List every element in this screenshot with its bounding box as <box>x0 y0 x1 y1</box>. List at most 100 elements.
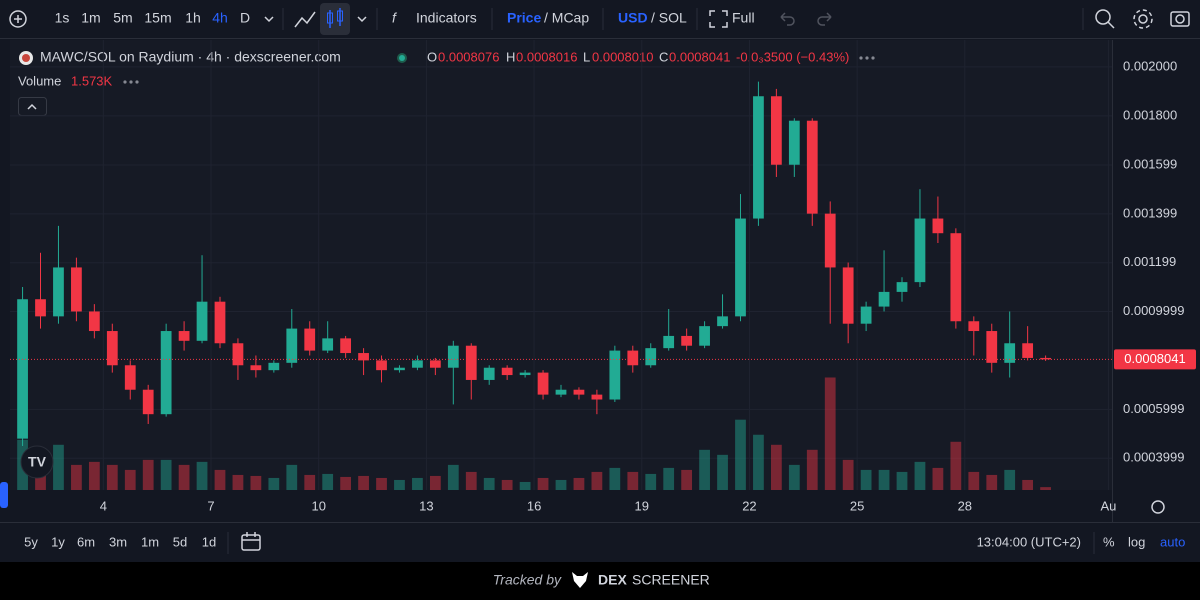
volume-bar <box>465 471 477 490</box>
volume-bar <box>376 477 387 490</box>
range-button[interactable]: 6m <box>77 534 95 549</box>
brand: SCREENER <box>632 572 710 588</box>
interval-button[interactable]: 1h <box>185 10 201 26</box>
line-chart-icon[interactable] <box>294 11 316 28</box>
candle-body <box>878 291 890 307</box>
range-button[interactable]: 1d <box>202 534 216 549</box>
volume-bar <box>483 477 495 490</box>
ohlc-label: H <box>506 49 515 64</box>
x-tick-label: 16 <box>527 498 541 513</box>
x-tick-label: 10 <box>311 498 325 513</box>
candle-body <box>1022 343 1034 358</box>
candle-body <box>286 328 298 363</box>
candle-body <box>573 389 585 395</box>
volume-bar <box>250 475 262 490</box>
auto-toggle[interactable]: auto <box>1160 534 1185 549</box>
log-toggle[interactable]: log <box>1128 534 1145 549</box>
candle-body <box>537 372 549 395</box>
y-tick-label: 0.0009999 <box>1123 303 1184 318</box>
fullscreen-button[interactable]: Full <box>732 10 755 26</box>
range-button[interactable]: 1y <box>51 534 65 549</box>
candle-body <box>788 120 800 165</box>
interval-button[interactable]: 1m <box>81 10 100 26</box>
undo-icon[interactable] <box>780 12 795 26</box>
ohlc-value: 0.0008016 <box>516 49 577 64</box>
brand: DEX <box>598 572 627 588</box>
candle-body <box>896 282 908 292</box>
candle-body <box>376 360 387 371</box>
volume-bar <box>914 461 926 490</box>
settings-icon[interactable] <box>1138 14 1148 24</box>
y-tick-label: 0.001800 <box>1123 107 1177 122</box>
price-toggle[interactable]: Price <box>507 10 541 26</box>
volume-bar <box>429 475 441 490</box>
volume-bar <box>142 459 154 490</box>
volume-bar <box>304 474 316 490</box>
candle-body <box>250 365 262 371</box>
volume-bar <box>932 467 944 490</box>
x-tick-label: 19 <box>635 498 649 513</box>
percent-toggle[interactable]: % <box>1103 534 1115 549</box>
chevron[interactable] <box>264 16 274 23</box>
more-dots[interactable] <box>123 80 139 84</box>
volume-bar <box>160 459 172 490</box>
candle-body <box>214 301 226 344</box>
candle-body <box>232 343 244 366</box>
volume-bar <box>501 479 513 490</box>
usd-toggle[interactable]: USD <box>618 10 648 26</box>
range-button[interactable]: 1m <box>141 534 159 549</box>
candle-body <box>591 394 603 400</box>
interval-button[interactable]: 5m <box>113 10 132 26</box>
chart-pane <box>10 40 1112 490</box>
candle-body <box>160 331 172 415</box>
chevron[interactable] <box>357 16 367 23</box>
alert-icon[interactable] <box>1095 9 1111 25</box>
volume-bar <box>286 464 298 490</box>
ohlc-value: 0.0008041 <box>669 49 730 64</box>
volume-bar <box>770 444 782 490</box>
mcap-toggle[interactable]: / MCap <box>544 10 589 26</box>
candle-body <box>412 360 423 368</box>
candle-body <box>699 326 710 346</box>
interval-button[interactable]: 4h <box>212 10 228 26</box>
fullscreen-icon[interactable] <box>709 10 728 28</box>
toolbar: f Indicators Price / MCap USD / SOL Full… <box>9 3 1190 35</box>
add-icon <box>14 15 22 23</box>
tv-logo[interactable] <box>20 445 54 479</box>
candle-button[interactable] <box>320 3 350 35</box>
volume-bar <box>196 461 208 490</box>
axis-settings-icon[interactable] <box>1151 500 1165 514</box>
candle-body <box>178 331 190 341</box>
range-button[interactable]: 5y <box>24 534 38 549</box>
status-dot <box>399 55 405 61</box>
candle-icon <box>327 12 333 24</box>
sol-toggle[interactable]: / SOL <box>651 10 687 26</box>
range-button[interactable]: 3m <box>109 534 127 549</box>
volume-bar <box>106 464 118 490</box>
volume-label: Volume <box>18 73 61 88</box>
x-tick-label: Au <box>1100 498 1116 513</box>
volume-bar <box>340 476 352 490</box>
indicators-button[interactable]: Indicators <box>416 10 477 26</box>
y-tick-label: 0.0003999 <box>1123 450 1184 465</box>
candle-body <box>394 367 405 371</box>
more-dots[interactable] <box>859 56 875 60</box>
add-icon[interactable] <box>9 10 27 28</box>
interval-button[interactable]: 15m <box>144 10 171 26</box>
candle-body <box>17 299 28 439</box>
calendar-icon[interactable] <box>241 534 261 551</box>
volume-bar <box>1022 479 1034 490</box>
scroll-handle[interactable] <box>0 482 8 508</box>
ohlc-value: 0.0008076 <box>438 49 499 64</box>
range-button[interactable]: 5d <box>173 534 187 549</box>
interval-button[interactable]: D <box>240 10 250 26</box>
interval-button[interactable]: 1s <box>55 10 70 26</box>
volume-bar <box>53 444 64 490</box>
ohlc-value: 0.0008010 <box>592 49 653 64</box>
candle-body <box>555 389 567 395</box>
volume-bar <box>753 434 764 490</box>
volume-bar <box>1004 469 1016 490</box>
candle-body <box>968 321 980 332</box>
redo-icon[interactable] <box>817 12 832 26</box>
camera-icon[interactable] <box>1170 11 1190 27</box>
